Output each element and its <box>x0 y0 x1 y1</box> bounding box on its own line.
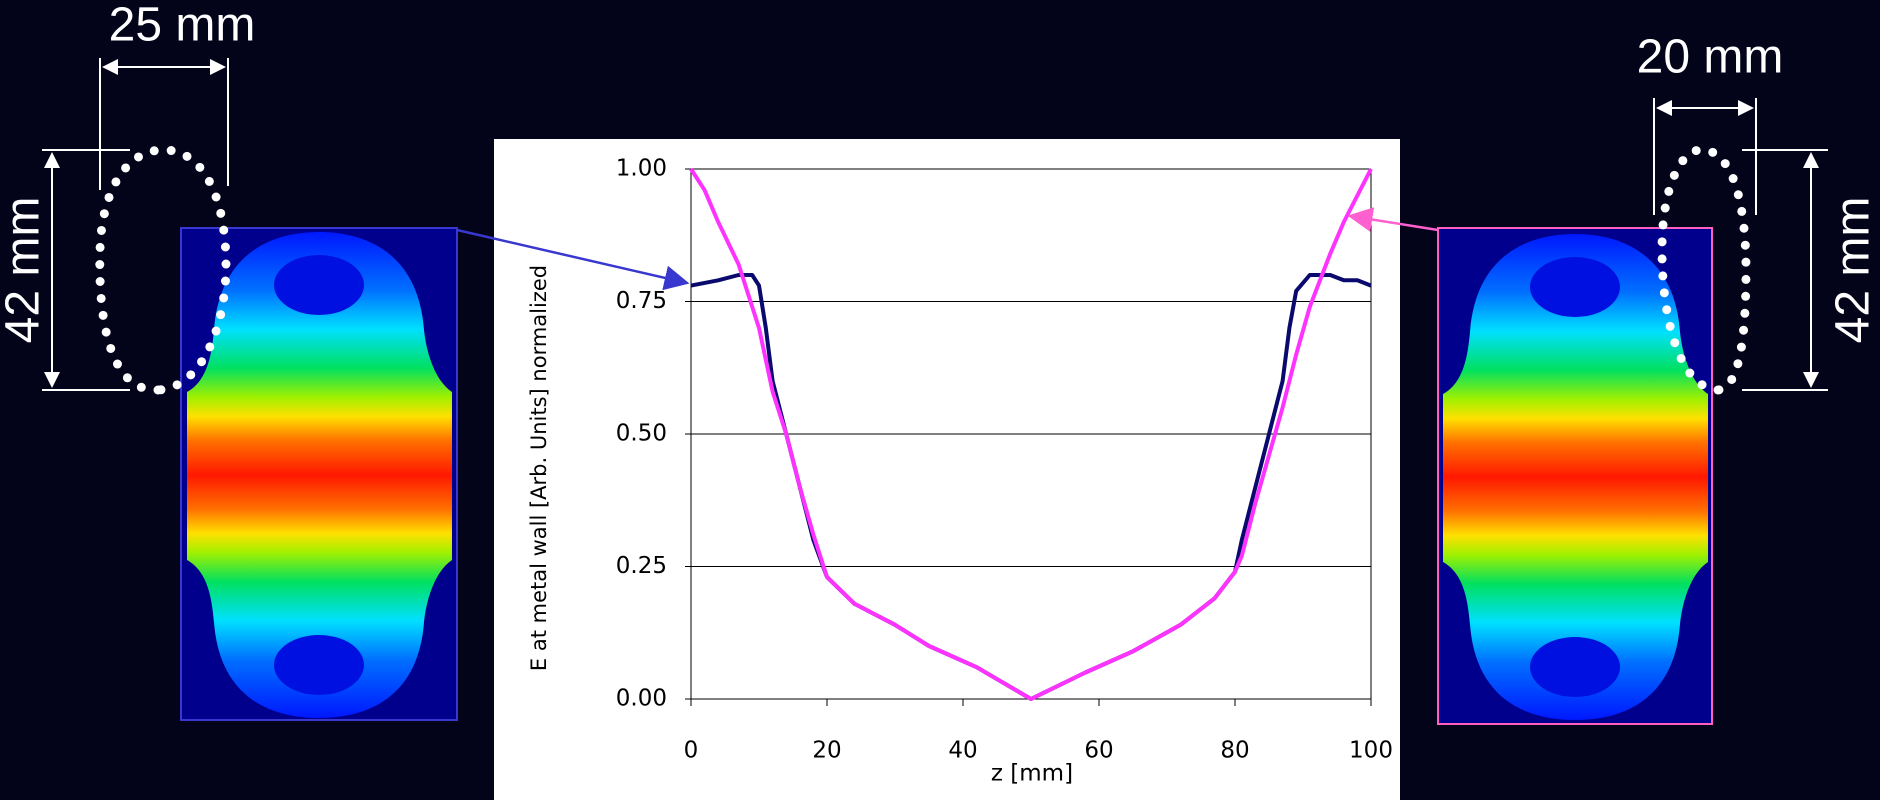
x-tick-label: 20 <box>812 738 841 764</box>
height-annotation: 42 mm <box>1827 197 1880 344</box>
slide: 25 mm 42 mm 20 mm 42 mm 0.00 0.25 0.50 0.75… <box>0 0 1880 800</box>
x-axis-label: z [mm] <box>991 761 1073 787</box>
x-tick-label: 60 <box>1084 738 1113 764</box>
y-tick-label: 0.00 <box>616 686 667 712</box>
x-tick-label: 100 <box>1349 738 1393 764</box>
width-annotation: 20 mm <box>1637 31 1784 84</box>
x-tick-label: 80 <box>1220 738 1249 764</box>
y-tick-label: 0.50 <box>616 421 667 447</box>
y-tick-label: 0.25 <box>616 553 667 579</box>
y-tick-label: 0.75 <box>616 288 667 314</box>
y-axis-label: E at metal wall [Arb. Units] normalized <box>527 265 551 671</box>
height-annotation: 42 mm <box>0 197 50 344</box>
right-field-map <box>1438 228 1712 724</box>
x-tick-label: 40 <box>948 738 977 764</box>
y-tick-label: 1.00 <box>616 156 667 182</box>
width-annotation: 25 mm <box>109 0 256 52</box>
x-tick-label: 0 <box>684 738 699 764</box>
